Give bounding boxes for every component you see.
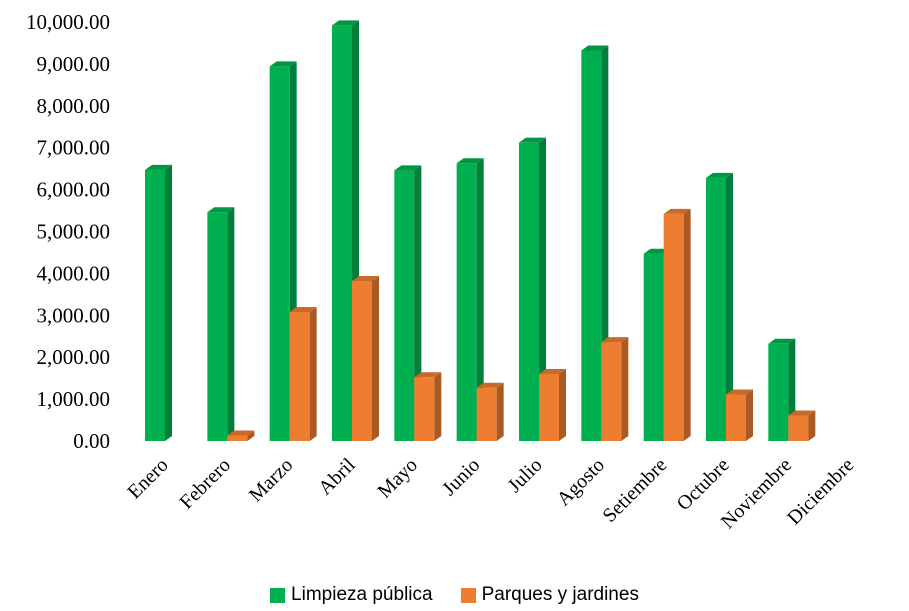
bar-parques <box>664 214 684 441</box>
x-tick-label: Marzo <box>245 454 297 506</box>
legend-swatch-limpieza <box>270 588 285 603</box>
bar-limpieza <box>768 344 788 441</box>
legend-label-parques: Parques y jardines <box>482 584 639 606</box>
y-tick-label: 8,000.00 <box>37 94 111 118</box>
bar-side-parques <box>559 369 566 441</box>
bar-parques <box>352 281 372 441</box>
bar-parques <box>227 436 247 441</box>
y-tick-label: 1,000.00 <box>37 387 111 411</box>
bar-side-parques <box>310 307 317 441</box>
bar-side-parques <box>372 276 379 441</box>
bar-limpieza <box>706 178 726 441</box>
bar-side-parques <box>808 410 815 441</box>
bar-parques <box>414 377 434 441</box>
legend-item-parques: Parques y jardines <box>461 584 639 606</box>
x-tick-label: Abril <box>314 454 360 500</box>
x-tick-label: Junio <box>438 454 484 500</box>
bar-limpieza <box>581 50 601 441</box>
x-tick-label: Enero <box>123 454 172 503</box>
y-tick-label: 9,000.00 <box>37 52 111 76</box>
bar-side-parques <box>434 372 441 441</box>
legend: Limpieza pública Parques y jardines <box>0 582 909 608</box>
bar-limpieza <box>519 143 539 441</box>
bar-limpieza <box>145 170 165 441</box>
bar-limpieza <box>270 66 290 441</box>
legend-label-limpieza: Limpieza pública <box>291 584 433 606</box>
bar-parques <box>477 388 497 441</box>
bar-side-parques <box>746 389 753 441</box>
bar-side-limpieza <box>227 207 234 441</box>
x-tick-label: Agosto <box>553 454 609 510</box>
chart-canvas: 0.00 1,000.00 2,000.00 3,000.00 4,000.00 5,00… <box>0 0 909 580</box>
bar-side-parques <box>497 383 504 441</box>
legend-item-limpieza: Limpieza pública <box>270 584 433 606</box>
bar-side-parques <box>684 209 691 441</box>
x-tick-label: Setiembre <box>598 454 671 527</box>
bar-limpieza <box>332 25 352 441</box>
bar-parques <box>290 312 310 441</box>
x-tick-label: Octubre <box>673 454 734 515</box>
bar-parques <box>601 342 621 441</box>
bar-side-parques <box>621 337 628 441</box>
bar-parques <box>726 394 746 441</box>
y-tick-label: 2,000.00 <box>37 345 111 369</box>
bar-parques <box>539 374 559 441</box>
bar-limpieza <box>644 254 664 441</box>
y-tick-label: 3,000.00 <box>37 303 111 327</box>
y-tick-label: 6,000.00 <box>37 178 111 202</box>
bar-side-limpieza <box>165 165 172 441</box>
y-tick-label: 5,000.00 <box>37 220 111 244</box>
bar-parques <box>788 415 808 441</box>
x-tick-label: Julio <box>504 454 547 497</box>
y-tick-label: 10,000.00 <box>26 10 110 34</box>
bar-limpieza <box>207 212 227 441</box>
y-tick-label: 7,000.00 <box>37 136 111 160</box>
x-tick-label: Mayo <box>373 454 422 503</box>
bar-limpieza <box>394 170 414 441</box>
legend-swatch-parques <box>461 588 476 603</box>
x-tick-label: Diciembre <box>783 454 858 529</box>
bar-limpieza <box>457 163 477 441</box>
y-tick-label: 4,000.00 <box>37 261 111 285</box>
y-tick-label: 0.00 <box>73 429 110 453</box>
x-tick-label: Febrero <box>175 454 235 514</box>
